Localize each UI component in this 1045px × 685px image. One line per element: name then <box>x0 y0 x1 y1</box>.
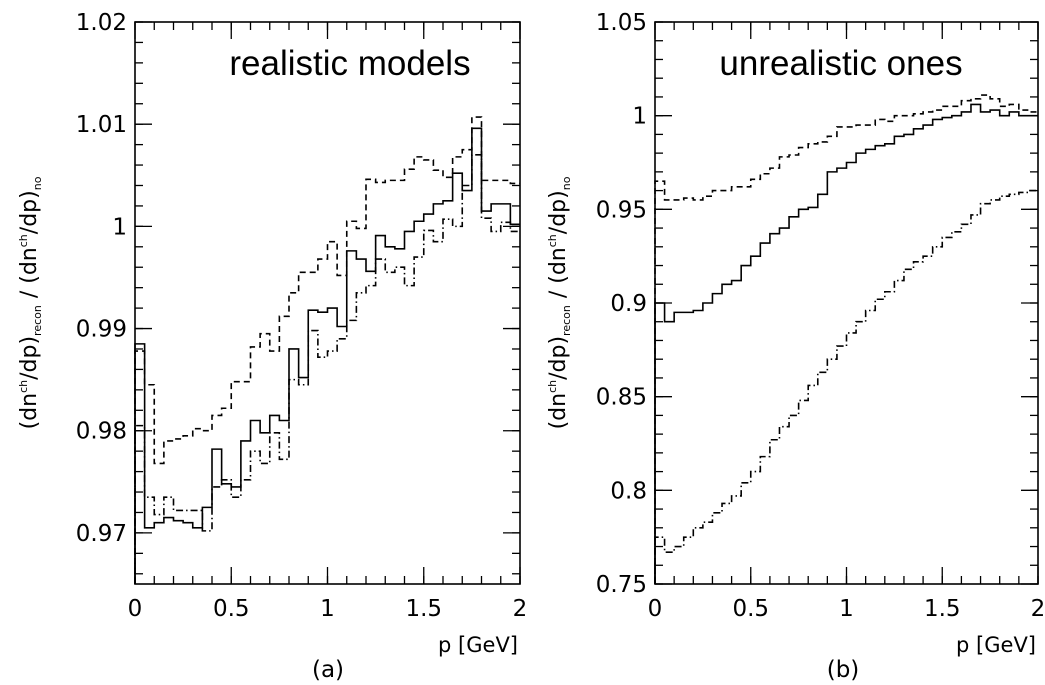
ylab-a-mid2: /dp) <box>17 190 42 234</box>
series-dashed-a <box>134 116 520 584</box>
ylab-a-sub2: no <box>31 176 44 190</box>
ylab-a-sup1: ch <box>17 380 30 393</box>
x-tick-label-a-1: 0.5 <box>213 596 250 622</box>
series-dashed-b <box>654 94 1038 584</box>
series-group-b <box>654 94 1038 584</box>
ylab-b-sub1: recon <box>560 305 573 336</box>
y-tick-label-b-4: 0.95 <box>596 197 647 223</box>
y-tick-label-b-1: 0.8 <box>610 478 647 504</box>
ylab-b-open1: (dn <box>546 393 571 430</box>
y-tick-label-b-5: 1 <box>632 104 647 130</box>
panel-title-b: unrealistic ones <box>719 44 962 83</box>
series-dashdot-a <box>134 154 520 584</box>
y-tick-label-b-2: 0.85 <box>596 385 647 411</box>
panel-caption-b: (b) <box>827 657 860 683</box>
x-tick-label-b-2: 1 <box>839 596 854 622</box>
y-axis-label-b: (dnch/dp)recon / (dnch/dp)no <box>546 176 573 429</box>
x-tick-label-b-3: 1.5 <box>924 596 961 622</box>
ylab-b-mid1: /dp) <box>546 336 571 380</box>
y-tick-label-a-3: 1 <box>112 214 127 240</box>
y-axis-label-a: (dnch/dp)recon / (dnch/dp)no <box>17 176 44 429</box>
series-group-a <box>134 116 520 584</box>
ylab-b-mid2: /dp) <box>546 190 571 234</box>
x-tick-label-b-1: 0.5 <box>732 596 769 622</box>
series-solid-a <box>134 127 520 584</box>
panel-caption-a: (a) <box>312 657 344 683</box>
ylab-b-sup2: ch <box>546 234 559 247</box>
ylab-b-sep: / (dn <box>546 247 571 305</box>
series-solid-b <box>654 103 1038 584</box>
y-tick-label-a-1: 0.98 <box>76 419 127 445</box>
x-axis-label-a: p [GeV] <box>438 633 518 657</box>
ylab-a-open1: (dn <box>17 393 42 430</box>
ticks-a: 0.97 0.98 0.99 1 1.01 1.02 0 0.5 1 1.5 2 <box>76 10 528 622</box>
x-tick-label-b-0: 0 <box>648 596 663 622</box>
panel-b: 0.75 0.8 0.85 0.9 0.95 1 1.05 0 0.5 1 1.5 2 unreali… <box>546 10 1045 683</box>
ylab-a-sub1: recon <box>31 305 44 336</box>
y-tick-label-b-0: 0.75 <box>596 572 647 598</box>
panel-title-a: realistic models <box>229 44 470 83</box>
y-tick-label-b-6: 1.05 <box>596 10 647 36</box>
x-tick-label-a-0: 0 <box>128 596 143 622</box>
ylab-a-sup2: ch <box>17 234 30 247</box>
plot-frame-a <box>134 21 521 585</box>
ylab-a-mid1: /dp) <box>17 336 42 380</box>
y-tick-label-a-2: 0.99 <box>76 317 127 343</box>
y-tick-label-a-0: 0.97 <box>76 521 127 547</box>
panel-a: 0.97 0.98 0.99 1 1.01 1.02 0 0.5 1 1.5 2 realistic… <box>17 10 527 683</box>
y-tick-label-a-4: 1.01 <box>76 112 127 138</box>
x-tick-label-a-2: 1 <box>320 596 335 622</box>
x-tick-label-a-3: 1.5 <box>405 596 442 622</box>
x-tick-label-b-4: 2 <box>1031 596 1045 622</box>
series-dashdot-b <box>654 189 1038 584</box>
y-tick-label-a-5: 1.02 <box>76 10 127 36</box>
ylab-a-sep: / (dn <box>17 247 42 305</box>
x-axis-label-b: p [GeV] <box>956 633 1036 657</box>
x-tick-label-a-4: 2 <box>513 596 528 622</box>
ylab-b-sub2: no <box>560 176 573 190</box>
ylab-b-sup1: ch <box>546 380 559 393</box>
y-tick-label-b-3: 0.9 <box>610 291 647 317</box>
ticks-b: 0.75 0.8 0.85 0.9 0.95 1 1.05 0 0.5 1 1.5 2 <box>596 10 1045 622</box>
